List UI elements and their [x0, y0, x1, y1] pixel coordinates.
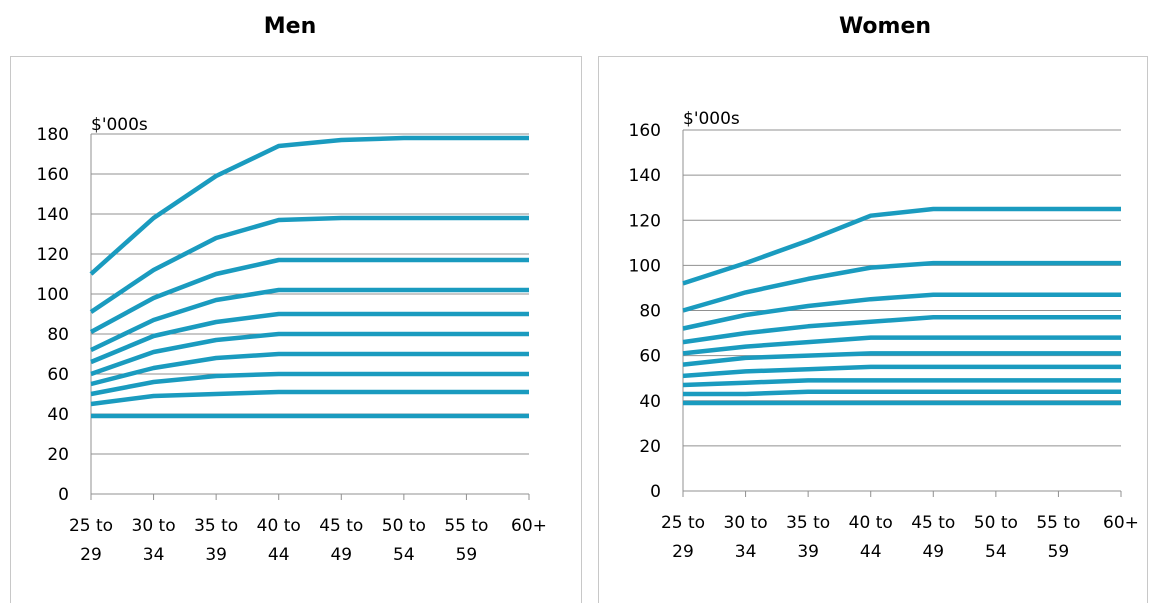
women-y-tick-label: 0	[650, 482, 661, 502]
women-series-line-9	[683, 389, 1121, 397]
men-chart-panel: 0 20 40 60 80 100 120 140 160 180 25 to 29 30 to 34 35…	[10, 56, 582, 603]
men-x-tick-label: 40 to 44	[257, 516, 301, 565]
women-x-tick-label: 55 to 59	[1036, 513, 1080, 562]
men-series-line-1	[89, 135, 529, 276]
men-x-tick-label: 55 to 59	[444, 516, 488, 565]
women-series-line-5	[682, 335, 1121, 356]
women-series-line-3	[682, 292, 1121, 331]
women-chart-panel: 0 20 40 60 80 100 120 140 160 25 to 29 30 to 34 35 to…	[598, 56, 1148, 603]
women-x-tick-label: 60+	[1103, 513, 1139, 533]
women-series-line-6	[682, 351, 1121, 367]
men-series-line-7	[90, 351, 529, 387]
men-y-tick-label: 120	[37, 245, 69, 265]
women-series-line-4	[682, 315, 1121, 345]
men-y-tick-label: 80	[47, 325, 69, 345]
women-y-tick-label: 100	[629, 256, 661, 276]
women-chart-title: Women	[838, 14, 932, 39]
women-x-tick-label: 45 to 49	[911, 513, 955, 562]
men-series-line-6	[90, 331, 529, 377]
men-unit-label: $'000s	[91, 115, 148, 135]
women-chart-svg: 0 20 40 60 80 100 120 140 160 25 to 29 30 to 34 35 to…	[629, 109, 1139, 562]
men-x-tick-label: 60+	[511, 516, 547, 536]
men-series-line-5	[90, 311, 529, 365]
men-y-tick-label: 60	[47, 365, 69, 385]
men-y-tick-label: 0	[58, 485, 69, 505]
men-series-line-9	[90, 389, 529, 407]
men-x-tick-label: 50 to 54	[382, 516, 426, 565]
men-y-tick-label: 140	[37, 205, 69, 225]
men-series-line-3	[89, 257, 529, 334]
women-series-line-2	[682, 260, 1121, 313]
women-series-line-8	[682, 378, 1121, 388]
women-unit-label: $'000s	[683, 109, 740, 129]
women-y-tick-label: 140	[629, 166, 661, 186]
men-x-tick-label: 25 to 29	[69, 516, 113, 565]
men-y-tick-label: 40	[47, 405, 69, 425]
women-y-tick-label: 120	[629, 211, 661, 231]
women-x-tick-label: 25 to 29	[661, 513, 705, 562]
men-y-tick-label: 180	[37, 125, 69, 145]
women-x-tick-label: 35 to 39	[786, 513, 830, 562]
women-series-line-7	[682, 364, 1121, 379]
men-chart-svg: 0 20 40 60 80 100 120 140 160 180 25 to 29 30 to 34 35…	[37, 115, 547, 565]
women-series-line-1	[682, 206, 1121, 286]
men-x-tick-label: 30 to 34	[132, 516, 176, 565]
women-x-tick-label: 50 to 54	[974, 513, 1018, 562]
women-y-tick-label: 80	[639, 302, 661, 322]
women-y-tick-label: 160	[629, 121, 661, 141]
men-series-line-4	[90, 287, 529, 353]
men-y-tick-label: 20	[47, 445, 69, 465]
women-y-tick-label: 20	[639, 437, 661, 457]
men-series-line-2	[89, 215, 529, 314]
men-x-tick-label: 45 to 49	[319, 516, 363, 565]
men-x-tick-label: 35 to 39	[194, 516, 238, 565]
men-y-tick-label: 160	[37, 165, 69, 185]
men-series-line-8	[90, 371, 529, 397]
women-x-tick-label: 40 to 44	[849, 513, 893, 562]
women-y-tick-label: 40	[639, 392, 661, 412]
women-y-tick-label: 60	[639, 347, 661, 367]
men-y-tick-label: 100	[37, 285, 69, 305]
men-chart-title: Men	[263, 14, 317, 39]
women-x-tick-label: 30 to 34	[724, 513, 768, 562]
